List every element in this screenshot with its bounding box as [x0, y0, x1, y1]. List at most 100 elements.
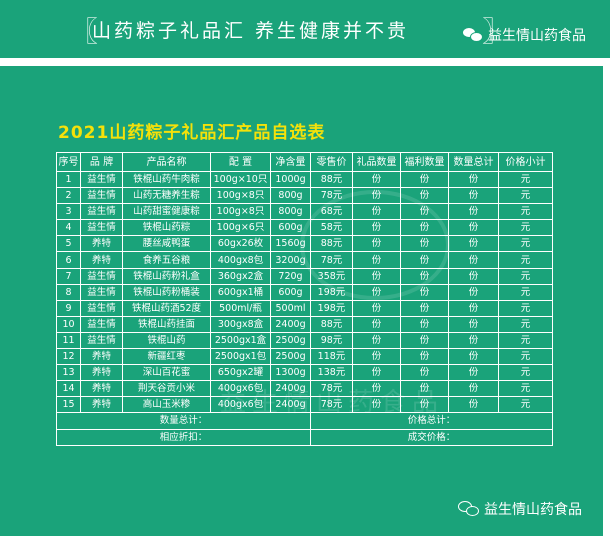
welfare-quantity-cell[interactable]: 份 [400, 331, 449, 350]
row-number: 8 [56, 283, 81, 301]
product-name-cell: 高山玉米糁 [122, 396, 211, 414]
price-subtotal-cell[interactable]: 元 [498, 187, 553, 205]
welfare-quantity-cell[interactable]: 份 [400, 251, 449, 269]
brand-badge-bottom: 益生情山药食品 [458, 499, 582, 519]
welfare-quantity-cell[interactable]: 份 [400, 170, 449, 189]
price-subtotal-cell[interactable]: 元 [498, 235, 553, 253]
quantity-total-cell[interactable]: 份 [448, 203, 499, 221]
quantity-total-cell[interactable]: 份 [448, 315, 499, 333]
welfare-quantity-cell[interactable]: 份 [400, 380, 449, 398]
price-subtotal-cell[interactable]: 元 [498, 331, 553, 350]
column-header: 序号 [56, 152, 81, 172]
brand-cell: 益生情 [80, 219, 123, 237]
quantity-total-cell[interactable]: 份 [448, 364, 499, 382]
price-subtotal-cell[interactable]: 元 [498, 364, 553, 382]
column-header: 净含量 [270, 152, 311, 172]
welfare-quantity-cell[interactable]: 份 [400, 235, 449, 253]
quantity-total-cell[interactable]: 份 [448, 283, 499, 301]
price-subtotal-cell[interactable]: 元 [498, 219, 553, 237]
retail-price-cell: 58元 [310, 219, 353, 237]
gift-quantity-cell[interactable]: 份 [352, 219, 401, 237]
gift-quantity-cell[interactable]: 份 [352, 283, 401, 301]
price-subtotal-cell[interactable]: 元 [498, 299, 553, 317]
column-header: 价格小计 [498, 152, 553, 172]
price-subtotal-cell[interactable]: 元 [498, 315, 553, 333]
net-weight-cell: 600g [270, 283, 311, 301]
quantity-total-cell[interactable]: 份 [448, 348, 499, 366]
welfare-quantity-cell[interactable]: 份 [400, 283, 449, 301]
brand-cell: 益生情 [80, 331, 123, 350]
product-name-cell: 深山百花蜜 [122, 364, 211, 382]
gift-quantity-cell[interactable]: 份 [352, 364, 401, 382]
table-row: 4 益生情 铁棍山药粽 100g×6只 600g 58元份份份元 [56, 219, 553, 237]
quantity-total-cell[interactable]: 份 [448, 219, 499, 237]
row-number: 9 [56, 299, 81, 317]
quantity-total-cell[interactable]: 份 [448, 331, 499, 350]
net-weight-cell: 1000g [270, 170, 311, 189]
welfare-quantity-cell[interactable]: 份 [400, 364, 449, 382]
footer-row-deal: 相应折扣： 成交价格： [56, 428, 553, 446]
welfare-quantity-cell[interactable]: 份 [400, 187, 449, 205]
quantity-total-cell[interactable]: 份 [448, 380, 499, 398]
price-subtotal-cell[interactable]: 元 [498, 396, 553, 414]
product-name-cell: 铁棍山药酒52度 [122, 299, 211, 317]
column-header: 数量总计 [448, 152, 499, 172]
welfare-quantity-cell[interactable]: 份 [400, 299, 449, 317]
gift-quantity-cell[interactable]: 份 [352, 331, 401, 350]
welfare-quantity-cell[interactable]: 份 [400, 396, 449, 414]
welfare-quantity-cell[interactable]: 份 [400, 348, 449, 366]
quantity-total-cell[interactable]: 份 [448, 187, 499, 205]
quantity-total-cell[interactable]: 份 [448, 170, 499, 189]
price-subtotal-cell[interactable]: 元 [498, 267, 553, 285]
gift-quantity-cell[interactable]: 份 [352, 348, 401, 366]
retail-price-cell: 198元 [310, 283, 353, 301]
product-name-cell: 食养五谷粮 [122, 251, 211, 269]
welfare-quantity-cell[interactable]: 份 [400, 203, 449, 221]
gift-quantity-cell[interactable]: 份 [352, 380, 401, 398]
spec-cell: 400gx8包 [210, 251, 271, 269]
price-subtotal-cell[interactable]: 元 [498, 380, 553, 398]
net-weight-cell: 2500g [270, 348, 311, 366]
brand-cell: 益生情 [80, 267, 123, 285]
net-weight-cell: 2400g [270, 396, 311, 414]
gift-quantity-cell[interactable]: 份 [352, 315, 401, 333]
brand-cell: 养特 [80, 364, 123, 382]
table-row: 14 养特 荆天谷贡小米 400gx6包 2400g 78元份份份元 [56, 380, 553, 398]
brand-cell: 养特 [80, 235, 123, 253]
row-number: 10 [56, 315, 81, 333]
welfare-quantity-cell[interactable]: 份 [400, 267, 449, 285]
brand-name-bottom: 益生情山药食品 [484, 502, 582, 518]
product-name-cell: 铁棍山药粽 [122, 219, 211, 237]
gift-quantity-cell[interactable]: 份 [352, 203, 401, 221]
price-subtotal-cell[interactable]: 元 [498, 348, 553, 366]
gift-quantity-cell[interactable]: 份 [352, 267, 401, 285]
discount-label: 相应折扣： [56, 428, 311, 446]
retail-price-cell: 88元 [310, 315, 353, 333]
net-weight-cell: 500ml [270, 299, 311, 317]
gift-quantity-cell[interactable]: 份 [352, 187, 401, 205]
quantity-total-cell[interactable]: 份 [448, 251, 499, 269]
table-row: 3 益生情 山药甜蜜健康粽 100g×8只 800g 68元份份份元 [56, 203, 553, 221]
gift-quantity-cell[interactable]: 份 [352, 396, 401, 414]
quantity-total-cell[interactable]: 份 [448, 396, 499, 414]
welfare-quantity-cell[interactable]: 份 [400, 219, 449, 237]
welfare-quantity-cell[interactable]: 份 [400, 315, 449, 333]
price-subtotal-cell[interactable]: 元 [498, 203, 553, 221]
price-subtotal-cell[interactable]: 元 [498, 251, 553, 269]
net-weight-cell: 720g [270, 267, 311, 285]
net-weight-cell: 800g [270, 203, 311, 221]
gift-quantity-cell[interactable]: 份 [352, 299, 401, 317]
quantity-total-cell[interactable]: 份 [448, 267, 499, 285]
top-banner: 〖 山药粽子礼品汇 养生健康并不贵 〗 益生情山药食品 [0, 0, 610, 58]
price-subtotal-cell[interactable]: 元 [498, 170, 553, 189]
left-bracket-ornament: 〖 [70, 15, 99, 48]
gift-quantity-cell[interactable]: 份 [352, 251, 401, 269]
gift-quantity-cell[interactable]: 份 [352, 170, 401, 189]
brand-cell: 养特 [80, 348, 123, 366]
retail-price-cell: 118元 [310, 348, 353, 366]
price-subtotal-cell[interactable]: 元 [498, 283, 553, 301]
gift-quantity-cell[interactable]: 份 [352, 235, 401, 253]
quantity-total-cell[interactable]: 份 [448, 299, 499, 317]
quantity-total-cell[interactable]: 份 [448, 235, 499, 253]
